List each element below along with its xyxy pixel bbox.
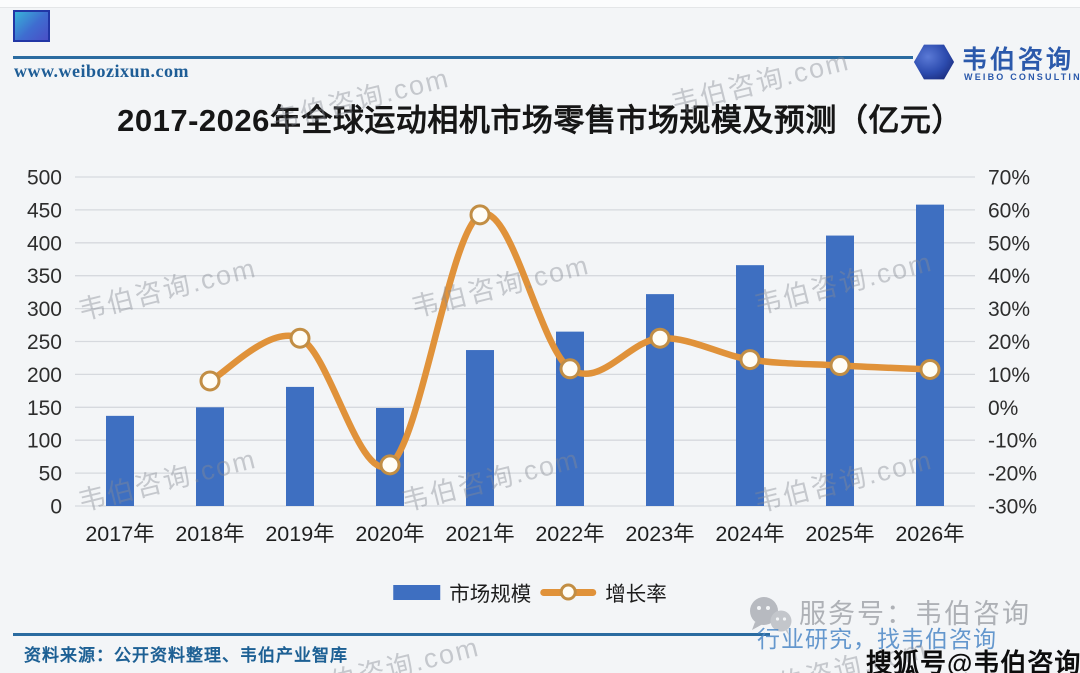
right-axis-tick-label: 10% — [988, 364, 1030, 387]
left-axis-tick-label: 0 — [50, 496, 62, 519]
right-axis-tick-label: -20% — [988, 463, 1037, 486]
brand-subtitle: WEIBO CONSULTING — [964, 72, 1080, 82]
growth-rate-line — [206, 210, 934, 471]
chart-legend: 市场规模 增长率 — [393, 577, 667, 607]
x-axis-label: 2019年 — [265, 522, 334, 546]
bar-2019年 — [286, 386, 314, 506]
wechat-icon — [750, 597, 792, 636]
line-marker — [829, 355, 851, 377]
website-url: www.weibozixun.com — [14, 61, 189, 81]
x-axis-label: 2020年 — [355, 522, 424, 546]
right-axis-tick-label: 70% — [988, 167, 1030, 190]
left-axis-tick-label: 500 — [27, 167, 62, 190]
line-marker — [469, 204, 491, 226]
line-marker — [649, 327, 671, 349]
left-axis-tick-label: 150 — [27, 397, 62, 420]
bar-2017年 — [106, 415, 134, 506]
right-axis-tick-label: 30% — [988, 298, 1030, 321]
right-axis-tick-label: 50% — [988, 232, 1030, 255]
bar-2021年 — [466, 350, 494, 506]
x-axis-label: 2021年 — [445, 522, 514, 546]
right-axis-tick-label: 20% — [988, 331, 1030, 354]
right-axis-tick-label: 40% — [988, 265, 1030, 288]
x-axis-label: 2024年 — [715, 522, 784, 546]
x-axis-label: 2023年 — [625, 522, 694, 546]
brand-name: 韦伯咨询 — [962, 47, 1075, 74]
right-axis-tick-label: -10% — [988, 430, 1037, 453]
left-axis-tick-label: 400 — [27, 232, 62, 255]
x-axis-label: 2022年 — [535, 522, 604, 546]
right-axis-tick-label: 60% — [988, 199, 1030, 222]
bar-2026年 — [916, 204, 944, 507]
left-axis-tick-label: 50 — [39, 463, 62, 486]
bar-2018年 — [196, 407, 224, 506]
legend-line-label: 增长率 — [605, 583, 667, 606]
line-marker — [919, 358, 941, 380]
left-axis-tick-label: 100 — [27, 430, 62, 453]
legend-bar-swatch — [393, 584, 441, 600]
x-axis-label: 2017年 — [85, 522, 154, 546]
bar-2023年 — [646, 294, 674, 506]
footer-divider — [13, 633, 770, 636]
bar-2024年 — [736, 265, 764, 506]
legend-bar-label: 市场规模 — [449, 583, 532, 606]
data-source-text: 资料来源：公开资料整理、韦伯产业智库 — [24, 646, 348, 665]
brand-logo: 韦伯咨询 WEIBO CONSULTING — [910, 40, 1080, 88]
slogan-text: 行业研究，找韦伯咨询 — [757, 626, 997, 652]
x-axis-label: 2026年 — [895, 522, 964, 546]
header-divider — [13, 56, 913, 59]
top-band — [0, 0, 1080, 8]
x-axis-label: 2018年 — [175, 522, 244, 546]
right-axis-tick-label: -30% — [988, 496, 1037, 519]
line-marker — [379, 454, 401, 476]
line-marker — [289, 327, 311, 349]
sohu-account-label: 搜狐号@韦伯咨询 — [866, 648, 1080, 673]
chart-title: 2017-2026年全球运动相机市场零售市场规模及预测（亿元） — [117, 103, 963, 138]
right-axis-tick-label: 0% — [988, 397, 1018, 420]
logo-square-icon — [13, 10, 50, 42]
left-axis-tick-label: 350 — [27, 265, 62, 288]
left-axis-tick-label: 300 — [27, 298, 62, 321]
line-marker — [199, 370, 221, 392]
line-marker — [559, 358, 581, 380]
left-axis-tick-label: 250 — [27, 331, 62, 354]
left-axis-tick-label: 200 — [27, 364, 62, 387]
left-axis-tick-label: 450 — [27, 199, 62, 222]
line-marker — [739, 349, 761, 371]
wechat-service-label: 服务号：韦伯咨询 — [799, 599, 1031, 629]
legend-line-swatch — [540, 583, 597, 601]
x-axis-label: 2025年 — [805, 522, 874, 546]
hexagon-logo-icon — [913, 44, 955, 80]
legend-line-marker — [559, 583, 577, 601]
